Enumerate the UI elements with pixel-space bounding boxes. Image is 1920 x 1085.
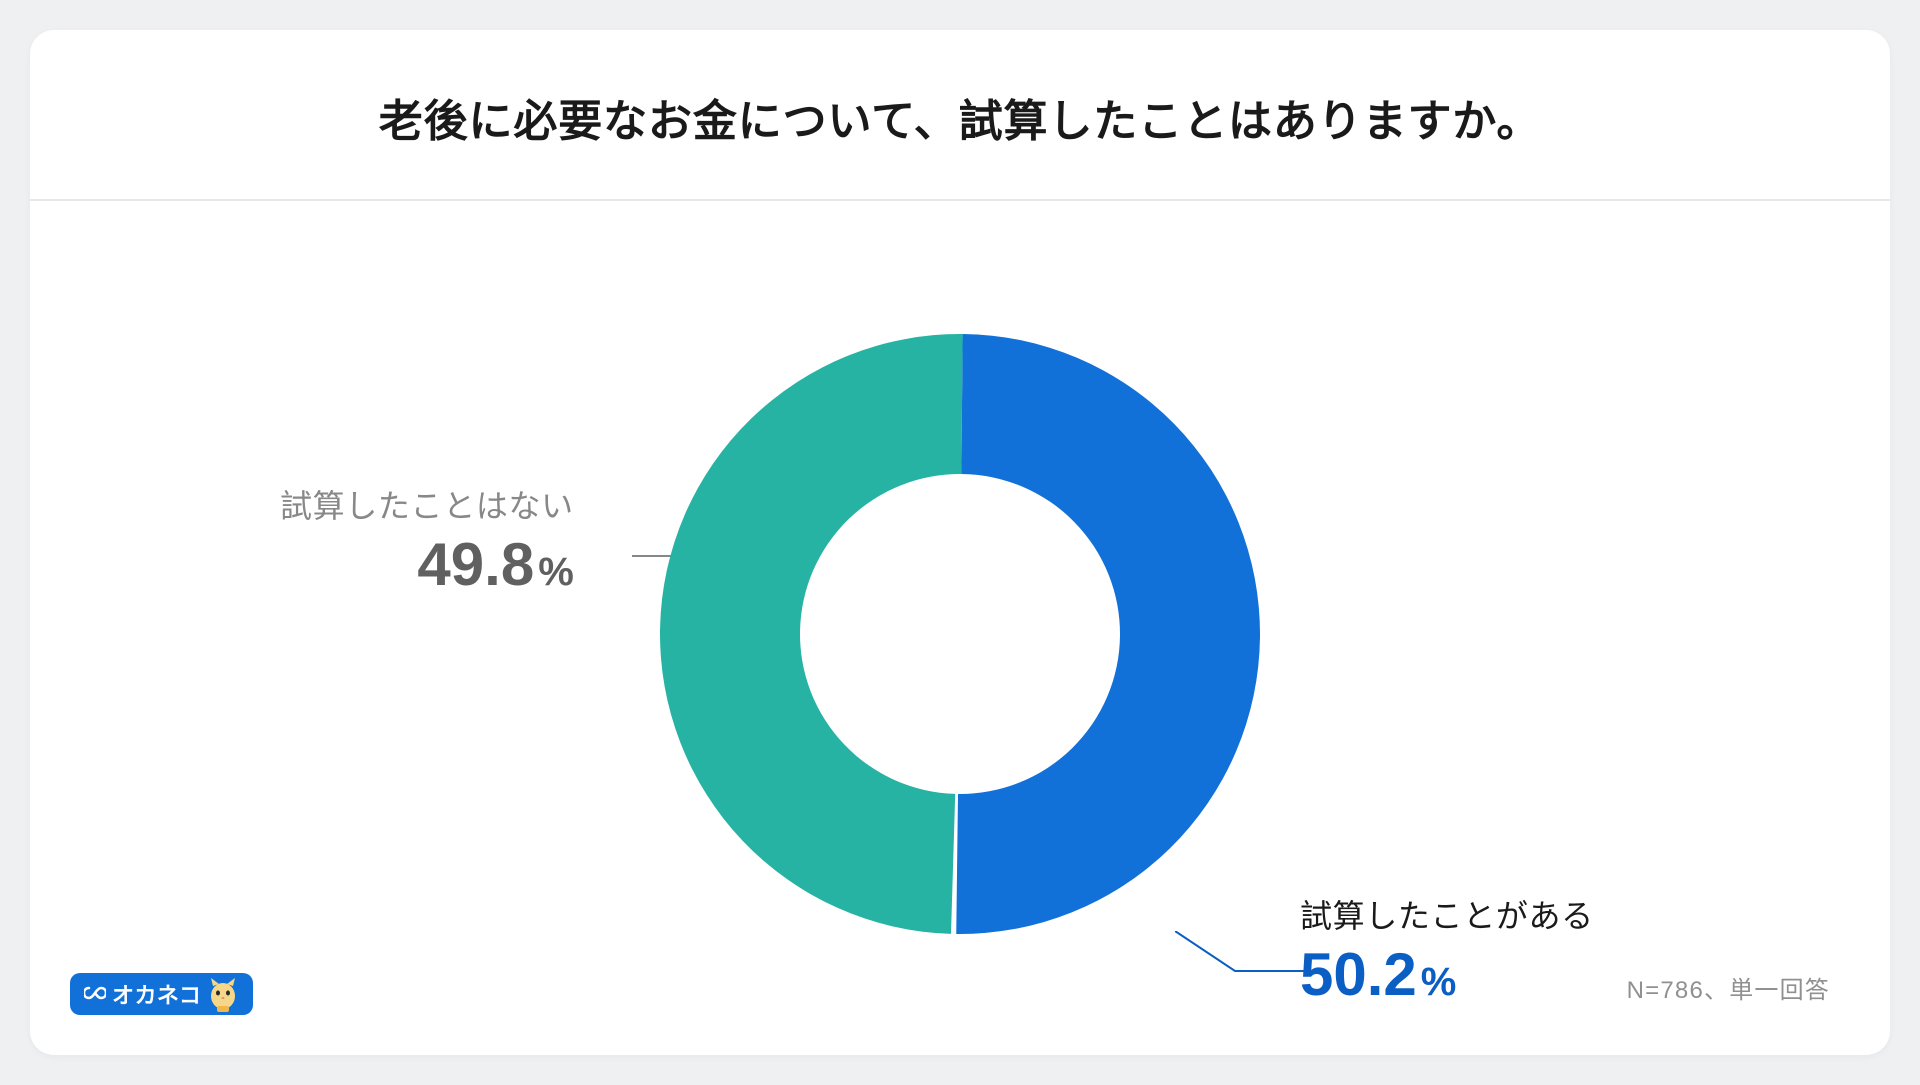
- label-percent-no: 49.8 %: [280, 535, 574, 595]
- chart-title: 老後に必要なお金について、試算したことはありますか。: [70, 85, 1850, 149]
- chart-card: 老後に必要なお金について、試算したことはありますか。 試算したことはない 49.…: [30, 30, 1890, 1055]
- label-percent-yes: 50.2 %: [1300, 945, 1594, 1005]
- logo-text: オカネコ: [112, 978, 201, 1010]
- logo-badge: オカネコ: [70, 973, 253, 1015]
- footer-note: N=786、単一回答: [1627, 970, 1830, 1005]
- title-section: 老後に必要なお金について、試算したことはありますか。: [30, 30, 1890, 201]
- percent-value-no: 49.8: [417, 535, 534, 595]
- chart-container: 試算したことはない 49.8 % 試算したことがある 50.2 %: [30, 201, 1890, 1055]
- cat-mascot-icon: [207, 976, 239, 1012]
- donut-segment-1: [660, 334, 963, 934]
- label-text-yes: 試算したことがある: [1300, 891, 1594, 937]
- percent-value-yes: 50.2: [1300, 945, 1417, 1005]
- label-text-no: 試算したことはない: [280, 481, 574, 527]
- percent-sign: %: [538, 552, 574, 592]
- label-left: 試算したことはない 49.8 %: [280, 481, 574, 595]
- label-right: 試算したことがある 50.2 %: [1300, 891, 1594, 1005]
- leader-line-right: [1175, 931, 1305, 991]
- infinity-icon: [84, 983, 106, 1006]
- donut-segment-0: [956, 334, 1260, 934]
- percent-sign: %: [1421, 962, 1457, 1002]
- donut-chart: [660, 334, 1260, 934]
